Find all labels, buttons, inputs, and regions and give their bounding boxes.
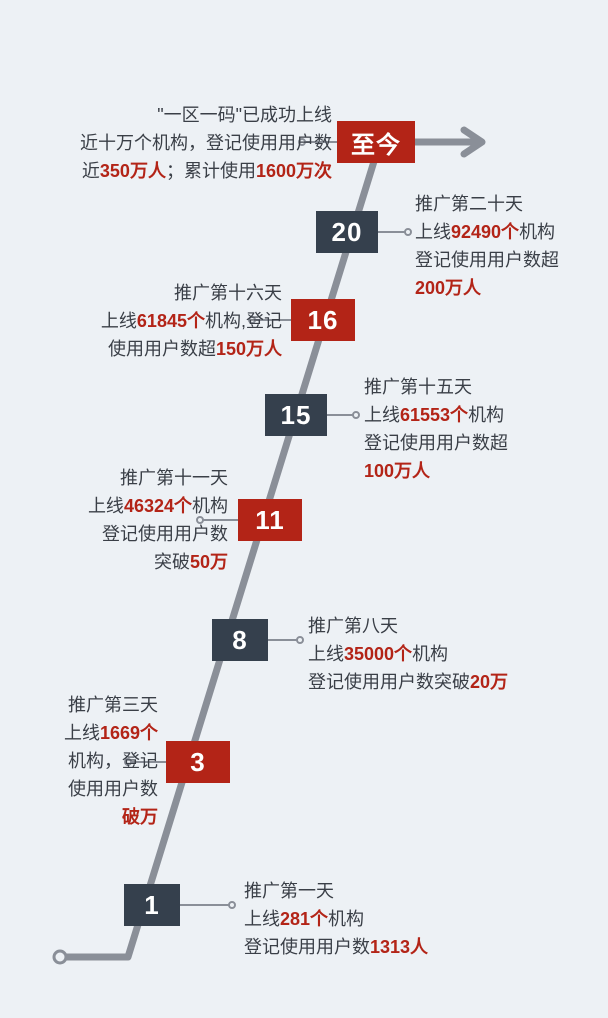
milestone-text-day15: 推广第十五天上线61553个机构登记使用用户数超100万人 (364, 374, 584, 486)
connector-line (180, 904, 232, 906)
milestone-box-day15: 15 (265, 394, 327, 436)
connector-dot (404, 228, 412, 236)
connector-dot (296, 636, 304, 644)
milestone-text-day3: 推广第三天上线1669个机构，登记使用用户数破万 (50, 692, 158, 831)
milestone-box-day1: 1 (124, 884, 180, 926)
milestone-box-day8: 8 (212, 619, 268, 661)
milestone-box-now: 至今 (337, 121, 415, 163)
connector-dot (228, 901, 236, 909)
milestone-box-day11: 11 (238, 499, 302, 541)
milestone-text-now: "一区一码"已成功上线近十万个机构，登记使用用户数近350万人；累计使用1600… (60, 102, 332, 186)
milestone-text-day16: 推广第十六天上线61845个机构,登记使用用户数超150万人 (74, 280, 282, 364)
milestone-text-day1: 推广第一天上线281个机构登记使用用户数1313人 (244, 878, 504, 962)
milestone-box-day16: 16 (291, 299, 355, 341)
milestone-text-day11: 推广第十一天上线46324个机构登记使用用户数突破50万 (84, 465, 228, 577)
milestone-text-day20: 推广第二十天上线92490个机构登记使用用户数超200万人 (415, 191, 595, 303)
milestone-text-day8: 推广第八天上线35000个机构登记使用用户数突破20万 (308, 613, 568, 697)
connector-dot (352, 411, 360, 419)
milestone-box-day3: 3 (166, 741, 230, 783)
milestone-box-day20: 20 (316, 211, 378, 253)
